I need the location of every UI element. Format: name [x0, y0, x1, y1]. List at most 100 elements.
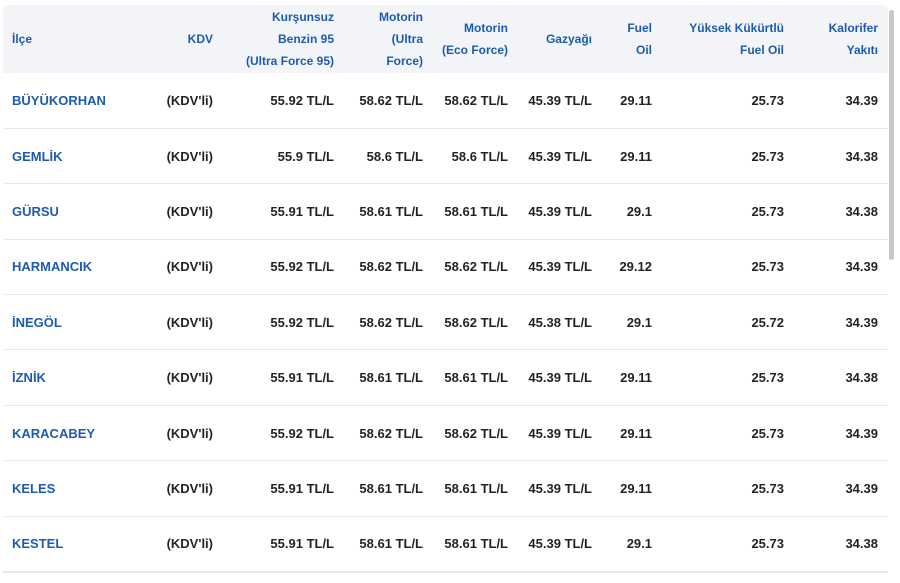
table-cell: 45.39 TL/L: [528, 259, 592, 275]
table-cell: 45.39 TL/L: [528, 425, 592, 441]
table-row: KELES (KDV'li) 55.91 TL/L 58.61 TL/L 58.61 T…: [3, 461, 888, 517]
column-header[interactable]: Fuel Oil: [602, 5, 662, 73]
table-cell: 25.73: [751, 259, 784, 275]
table-cell: 29.11: [620, 148, 652, 164]
district-link[interactable]: GÜRSU: [12, 203, 59, 219]
table-cell: 29.1: [626, 314, 652, 330]
table-cell: 58.62 TL/L: [444, 92, 508, 108]
header-text: Motorin: [379, 10, 423, 24]
table-cell: 29.11: [620, 425, 652, 441]
table-cell: 58.61 TL/L: [359, 370, 423, 386]
table-cell: 34.39: [845, 92, 878, 108]
column-header[interactable]: KDV: [130, 5, 223, 73]
table-row: KARACABEY (KDV'li) 55.92 TL/L 58.62 TL/L 58.…: [3, 405, 888, 461]
header-text: (Ultra: [391, 32, 423, 46]
district-link[interactable]: KESTEL: [12, 536, 64, 552]
table-cell: 45.39 TL/L: [528, 92, 592, 108]
column-header[interactable]: Gazyağı: [518, 5, 602, 73]
table-cell: 55.91 TL/L: [270, 203, 334, 219]
table-body: BÜYÜKORHAN (KDV'li) 55.92 TL/L 58.62 TL/L 58…: [3, 73, 888, 572]
table-cell: 34.38: [845, 148, 878, 164]
column-header[interactable]: Kalorifer Yakıtı: [794, 5, 888, 73]
table-cell: 58.62 TL/L: [359, 259, 423, 275]
table-cell: (KDV'li): [166, 536, 213, 552]
header-text: Benzin 95: [277, 32, 334, 46]
district-link[interactable]: KARACABEY: [12, 425, 96, 441]
table-cell: 29.11: [620, 480, 652, 496]
table-cell: 58.62 TL/L: [444, 425, 508, 441]
table-cell: 25.73: [751, 148, 784, 164]
row-divider: [3, 572, 888, 573]
table-cell: 58.62 TL/L: [444, 314, 508, 330]
district-link[interactable]: HARMANCIK: [12, 259, 93, 275]
table-cell: 55.91 TL/L: [270, 480, 334, 496]
table-cell: (KDV'li): [166, 314, 213, 330]
table-cell: (KDV'li): [166, 425, 213, 441]
table-cell: 58.61 TL/L: [359, 480, 423, 496]
table-cell: (KDV'li): [166, 203, 213, 219]
column-header[interactable]: İlçe: [3, 5, 130, 73]
table-cell: 45.39 TL/L: [528, 370, 592, 386]
table-cell: 55.9 TL/L: [277, 148, 334, 164]
table-cell: 34.39: [845, 259, 878, 275]
table-cell: 58.61 TL/L: [444, 370, 508, 386]
table-cell: 45.38 TL/L: [528, 314, 592, 330]
table-cell: 34.38: [845, 536, 878, 552]
table-cell: 55.92 TL/L: [270, 92, 334, 108]
column-header[interactable]: Kurşunsuz Benzin 95 (Ultra Force 95): [223, 5, 344, 73]
table-cell: 45.39 TL/L: [528, 536, 592, 552]
header-text: Motorin: [464, 21, 508, 35]
table-cell: 25.73: [751, 92, 784, 108]
header-text: Fuel: [627, 21, 652, 35]
table-cell: (KDV'li): [166, 480, 213, 496]
table-cell: 34.39: [845, 480, 878, 496]
table-cell: 25.72: [751, 314, 784, 330]
table-cell: 58.62 TL/L: [359, 314, 423, 330]
district-link[interactable]: KELES: [12, 480, 56, 496]
table-cell: 58.62 TL/L: [359, 92, 423, 108]
table-row: İNEGÖL (KDV'li) 55.92 TL/L 58.62 TL/L 58.62 …: [3, 295, 888, 350]
table-cell: 29.1: [626, 536, 652, 552]
header-text: Yüksek Kükürtlü: [689, 21, 784, 35]
table-cell: 45.39 TL/L: [528, 148, 592, 164]
header-text: Kurşunsuz: [271, 10, 334, 24]
table-cell: 55.92 TL/L: [270, 259, 334, 275]
table-cell: 45.39 TL/L: [528, 203, 592, 219]
column-header[interactable]: Motorin (Ultra Force): [344, 5, 433, 73]
header-text: Oil: [635, 43, 652, 57]
table-cell: (KDV'li): [166, 370, 213, 386]
header-text: Force): [386, 54, 423, 68]
table-container: İlçe KDV Kurşunsuz Benzin 95 (Ultra Force 95…: [3, 5, 888, 583]
column-header[interactable]: Motorin (Eco Force): [433, 5, 518, 73]
table-cell: 25.73: [751, 480, 784, 496]
district-link[interactable]: İNEGÖL: [12, 314, 62, 330]
district-link[interactable]: İZNİK: [12, 370, 46, 386]
table-cell: 29.11: [620, 92, 652, 108]
district-link[interactable]: BÜYÜKORHAN: [12, 92, 106, 108]
table-cell: 55.91 TL/L: [270, 370, 334, 386]
table-cell: 25.73: [751, 536, 784, 552]
table-cell: 58.62 TL/L: [444, 259, 508, 275]
scrollbar[interactable]: [889, 10, 894, 260]
table-cell: 58.61 TL/L: [444, 203, 508, 219]
header-text: İlçe: [12, 32, 33, 46]
table-cell: 25.73: [751, 425, 784, 441]
header-text: Yakıtı: [846, 43, 878, 57]
table-cell: 58.61 TL/L: [359, 536, 423, 552]
column-header[interactable]: Yüksek Kükürtlü Fuel Oil: [662, 5, 794, 73]
table-cell: 34.39: [845, 425, 878, 441]
table-cell: 29.12: [619, 259, 652, 275]
table-cell: 25.73: [751, 203, 784, 219]
table-cell: 58.6 TL/L: [451, 148, 508, 164]
table-cell: 55.92 TL/L: [270, 425, 334, 441]
district-link[interactable]: GEMLİK: [12, 148, 63, 164]
table-row: HARMANCIK (KDV'li) 55.92 TL/L 58.62 TL/L 58.…: [3, 239, 888, 295]
header-text: Gazyağı: [545, 32, 592, 46]
header-text: (Ultra Force 95): [245, 54, 334, 68]
header-text: Kalorifer: [828, 21, 878, 35]
table-row: GEMLİK (KDV'li) 55.9 TL/L 58.6 TL/L 58.6 TL/…: [3, 128, 888, 184]
table-row: GÜRSU (KDV'li) 55.91 TL/L 58.61 TL/L 58.61 T…: [3, 184, 888, 240]
table-cell: (KDV'li): [166, 259, 213, 275]
table-cell: (KDV'li): [166, 92, 213, 108]
